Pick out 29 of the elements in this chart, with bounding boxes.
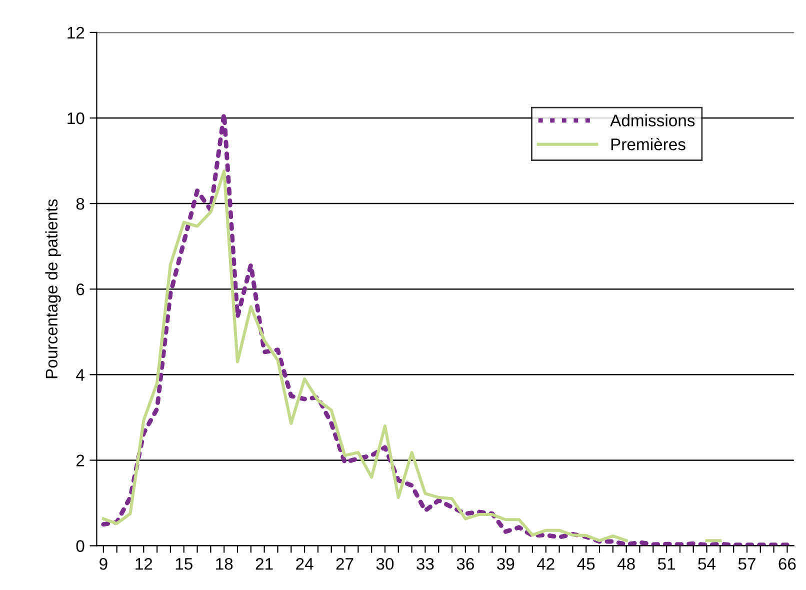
- legend-label: Premières: [611, 138, 686, 150]
- x-tick-label: 39: [497, 558, 514, 570]
- y-axis-title: Pourcentage de patients: [45, 199, 61, 378]
- x-tick-label: 15: [176, 558, 192, 570]
- x-tick-label: 66: [778, 558, 796, 570]
- y-tick-label: 10: [68, 112, 84, 124]
- x-tick-label: 30: [376, 558, 394, 570]
- y-tick-label: 6: [76, 284, 84, 296]
- x-tick-label: 21: [256, 558, 273, 570]
- x-tick-label: 45: [577, 558, 595, 570]
- x-tick-label: 18: [216, 558, 233, 570]
- x-tick-label: 51: [658, 558, 675, 570]
- x-tick-label: 36: [456, 558, 474, 570]
- x-tick-label: 33: [416, 558, 434, 570]
- x-tick-label: 9: [100, 558, 108, 570]
- x-tick-label: 27: [336, 558, 354, 570]
- legend-label: Admissions: [610, 114, 695, 126]
- x-tick-label: 48: [617, 558, 635, 570]
- x-tick-label: 42: [536, 558, 554, 570]
- x-tick-label: 24: [296, 558, 314, 570]
- y-tick-label: 0: [76, 540, 84, 552]
- x-tick-label: 57: [738, 558, 756, 570]
- x-tick-label: 54: [698, 558, 716, 570]
- x-tick-label: 12: [136, 558, 152, 570]
- y-tick-label: 12: [68, 26, 84, 38]
- y-tick-label: 2: [76, 454, 84, 466]
- y-tick-label: 8: [76, 198, 84, 210]
- line-series: [101, 112, 790, 546]
- y-tick-label: 4: [76, 369, 84, 381]
